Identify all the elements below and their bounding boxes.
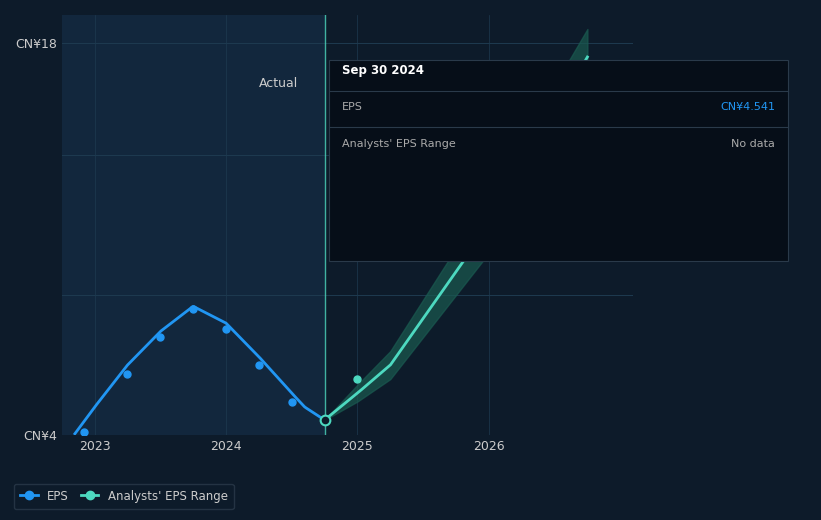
Bar [62,15,324,435]
Text: EPS: EPS [342,102,363,112]
Text: Sep 30 2024: Sep 30 2024 [342,64,424,77]
Text: Actual: Actual [259,76,298,89]
Text: No data: No data [732,139,775,149]
Text: Analysts' EPS Range: Analysts' EPS Range [342,139,456,149]
Text: CN¥4.541: CN¥4.541 [720,102,775,112]
FancyBboxPatch shape [328,60,788,262]
Text: Analysts Forecasts: Analysts Forecasts [364,76,480,89]
Legend: EPS, Analysts' EPS Range: EPS, Analysts' EPS Range [14,484,234,509]
